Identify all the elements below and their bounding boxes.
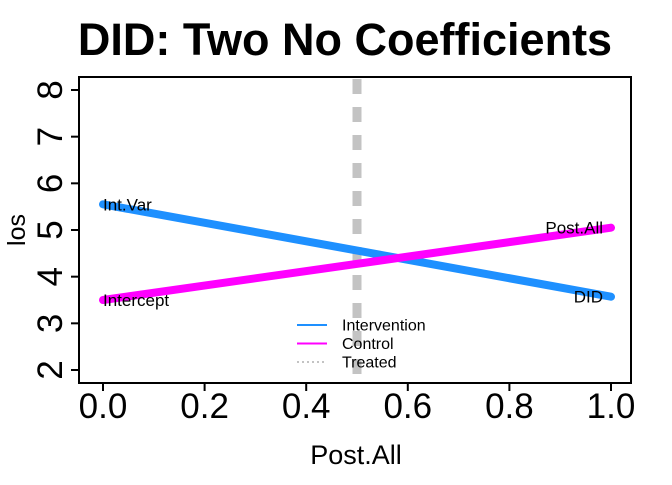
annotation-intercept: Intercept	[103, 291, 169, 310]
x-tick-label: 0.8	[485, 387, 534, 426]
x-tick-label: 1.0	[587, 387, 636, 426]
x-axis-label: Post.All	[310, 440, 402, 470]
legend-label-control: Control	[342, 336, 394, 353]
x-axis: 0.0 0.2 0.4 0.6 0.8 1.0	[79, 383, 636, 426]
annotation-post-all: Post.All	[545, 219, 603, 238]
y-axis: 2 3 4 5 6 7 8	[31, 80, 79, 380]
line-annotations: Int.Var Intercept Post.All DID	[103, 195, 603, 310]
y-tick-label: 3	[31, 314, 70, 333]
y-tick-label: 4	[31, 267, 70, 286]
y-tick-label: 2	[31, 360, 70, 379]
legend-label-intervention: Intervention	[342, 318, 426, 335]
legend-label-treated: Treated	[342, 355, 397, 372]
annotation-int-var: Int.Var	[103, 195, 152, 214]
y-tick-label: 7	[31, 127, 70, 146]
x-tick-label: 0.6	[383, 387, 432, 426]
x-tick-label: 0.2	[180, 387, 229, 426]
plot-title: DID: Two No Coefficients	[78, 14, 612, 65]
annotation-did: DID	[574, 288, 603, 307]
y-tick-label: 8	[31, 80, 70, 99]
y-tick-label: 6	[31, 174, 70, 193]
series-line-intervention	[99, 200, 615, 301]
series-line-control	[99, 223, 615, 304]
x-tick-label: 0.4	[282, 387, 331, 426]
y-tick-label: 5	[31, 220, 70, 239]
series-lines	[99, 200, 615, 304]
y-axis-label: los	[3, 214, 31, 246]
x-tick-label: 0.0	[79, 387, 128, 426]
